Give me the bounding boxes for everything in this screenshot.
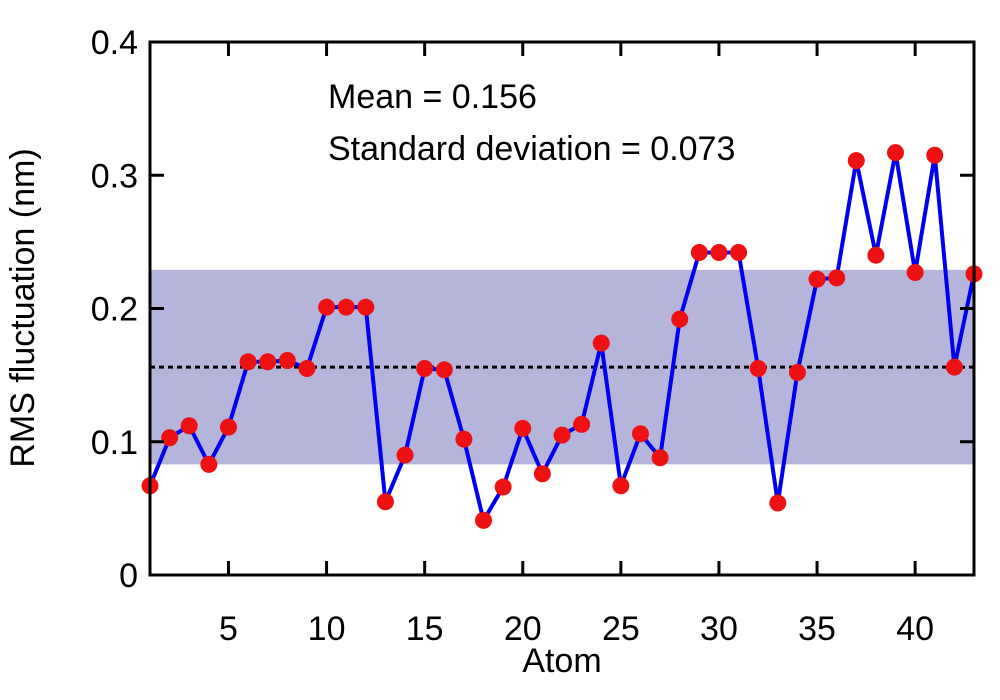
data-point-22 — [553, 426, 571, 444]
x-tick-label: 25 — [602, 610, 640, 648]
data-point-37 — [847, 152, 865, 170]
data-point-2 — [161, 429, 179, 447]
data-point-23 — [573, 415, 591, 433]
data-point-31 — [730, 244, 748, 262]
data-point-30 — [710, 244, 728, 262]
data-point-36 — [828, 269, 846, 287]
data-point-29 — [690, 244, 708, 262]
data-point-17 — [455, 430, 473, 448]
y-axis-ticks: 0 0.1 0.2 0.3 0.4 — [91, 24, 974, 595]
x-axis-title: Atom — [522, 642, 601, 680]
x-axis-ticks: 5 10 15 20 25 30 35 40 — [219, 42, 934, 648]
y-tick-label: 0.4 — [91, 24, 138, 62]
data-point-40 — [906, 264, 924, 282]
data-point-18 — [475, 511, 493, 529]
data-point-27 — [651, 449, 669, 467]
data-point-10 — [318, 298, 336, 316]
data-point-25 — [612, 477, 630, 495]
x-tick-label: 20 — [504, 610, 542, 648]
data-point-34 — [788, 363, 806, 381]
data-point-33 — [769, 494, 787, 512]
data-point-8 — [278, 351, 296, 369]
data-point-20 — [514, 419, 532, 437]
y-tick-label: 0.3 — [91, 157, 138, 195]
data-point-39 — [887, 144, 905, 162]
x-tick-label: 40 — [896, 610, 934, 648]
x-tick-label: 30 — [700, 610, 738, 648]
data-point-5 — [219, 418, 237, 436]
x-tick-label: 10 — [308, 610, 346, 648]
y-tick-label: 0.2 — [91, 291, 138, 329]
data-point-38 — [867, 246, 885, 264]
std-annotation: Standard deviation = 0.073 — [328, 130, 735, 168]
data-point-15 — [416, 359, 434, 377]
mean-annotation: Mean = 0.156 — [328, 78, 537, 116]
y-tick-label: 0 — [119, 557, 138, 595]
y-axis-title: RMS fluctuation (nm) — [4, 148, 42, 467]
data-point-13 — [376, 493, 394, 511]
data-point-12 — [357, 298, 375, 316]
data-point-16 — [435, 361, 453, 379]
data-point-11 — [337, 298, 355, 316]
data-point-35 — [808, 270, 826, 288]
x-tick-label: 15 — [406, 610, 444, 648]
data-point-14 — [396, 446, 414, 464]
x-tick-label: 35 — [798, 610, 836, 648]
data-point-19 — [494, 478, 512, 496]
data-markers — [141, 144, 983, 529]
data-point-6 — [239, 353, 257, 371]
data-point-24 — [592, 334, 610, 352]
data-point-3 — [180, 417, 198, 435]
data-point-41 — [926, 146, 944, 164]
data-point-26 — [631, 425, 649, 443]
data-point-21 — [533, 465, 551, 483]
data-point-9 — [298, 359, 316, 377]
y-tick-label: 0.1 — [91, 424, 138, 462]
data-point-28 — [671, 310, 689, 328]
data-point-7 — [259, 353, 277, 371]
data-point-32 — [749, 359, 767, 377]
data-point-42 — [945, 358, 963, 376]
x-tick-label: 5 — [219, 610, 238, 648]
data-point-4 — [200, 455, 218, 473]
